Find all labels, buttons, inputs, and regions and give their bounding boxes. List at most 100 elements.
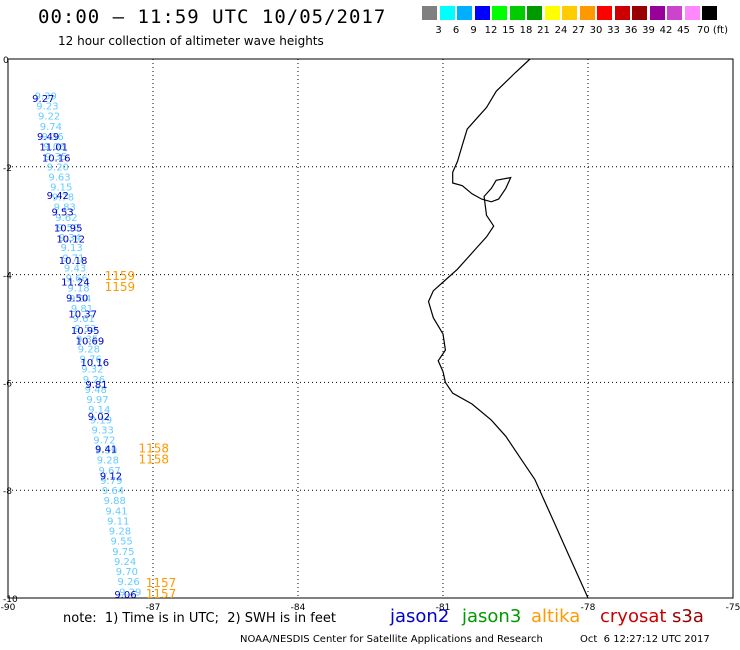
- track-label-light: 9.39: [35, 91, 57, 102]
- legend-label: 3: [435, 25, 442, 36]
- legend-label: 30: [589, 25, 603, 36]
- legend-label: 18: [519, 25, 533, 36]
- map-subtitle: 12 hour collection of altimeter wave hei…: [58, 34, 324, 48]
- track-label-altika: 1157: [146, 576, 177, 590]
- legend-label: 21: [537, 25, 550, 36]
- track-label-light: 9.23: [36, 102, 58, 113]
- y-tick-label: -10: [3, 595, 18, 605]
- legend-label: 36: [624, 25, 638, 36]
- credit-text: NOAA/NESDIS Center for Satellite Applica…: [240, 634, 543, 645]
- track-label-jason2: 10.95: [71, 326, 100, 337]
- legend-swatch: [422, 6, 437, 20]
- x-tick-label: -75: [726, 603, 740, 613]
- track-label-light: 9.88: [104, 496, 126, 507]
- track-label-light: 9.29: [119, 587, 141, 598]
- y-tick-label: -2: [3, 164, 12, 174]
- track-label-jason2: 10.16: [81, 358, 110, 369]
- track-label-light: 9.61: [73, 314, 95, 325]
- sat-label-jason3: jason3: [462, 606, 522, 627]
- legend-swatch: [579, 6, 595, 20]
- track-label-light: 9.35: [76, 334, 98, 345]
- legend-swatch: [702, 6, 717, 20]
- track-label-light: 9.76: [79, 355, 101, 366]
- legend-label: 33: [607, 25, 620, 36]
- track-label-light: 9.24: [114, 557, 136, 568]
- y-tick-label: -4: [3, 272, 12, 282]
- track-label-light: 9.34: [59, 233, 81, 244]
- legend-label: 12: [484, 25, 498, 36]
- legend-label: 15: [502, 25, 515, 36]
- track-label-jason2: 9.27: [32, 94, 54, 105]
- x-tick-label: -87: [146, 603, 161, 613]
- track-label-altika: 1157: [146, 587, 177, 601]
- track-label-jason2: 10.69: [76, 337, 105, 348]
- track-label-light: 9.70: [116, 567, 138, 578]
- track-label-light: 9.72: [93, 436, 115, 447]
- legend-label: 9: [470, 25, 477, 36]
- map-frame: [7, 58, 734, 599]
- x-tick-label: -81: [436, 603, 451, 613]
- footer-note: note: 1) Time is in UTC; 2) SWH is in fe…: [63, 611, 336, 626]
- track-label-altika: 1158: [139, 441, 170, 455]
- track-label-light: 9.97: [86, 395, 108, 406]
- track-label-light: 9.18: [67, 284, 89, 295]
- legend-swatch: [439, 6, 455, 20]
- legend-label: 39: [642, 25, 655, 36]
- track-label-jason2: 10.18: [59, 256, 88, 267]
- track-label-jason2: 9.06: [114, 590, 136, 601]
- track-label-jason2: 9.53: [52, 207, 74, 218]
- track-label-light: 9.20: [47, 162, 69, 173]
- timestamp-text: Oct 6 12:27:12 UTC 2017: [580, 634, 710, 645]
- legend-label: 24: [554, 25, 568, 36]
- coastline: [427, 58, 589, 599]
- legend-label: 45: [677, 25, 690, 36]
- track-label-altika: 1158: [139, 452, 170, 466]
- track-label-altika: 1159: [105, 269, 136, 283]
- track-label-light: 9.64: [102, 486, 124, 497]
- track-label-light: 9.14: [88, 405, 110, 416]
- track-label-light: 9.62: [55, 213, 77, 224]
- sat-label-altika: altika: [531, 606, 581, 627]
- track-label-jason2: 9.42: [47, 191, 69, 202]
- track-label-light: 9.71: [62, 253, 84, 264]
- track-label-light: 9.78: [52, 193, 74, 204]
- track-label-light: 9.19: [90, 415, 112, 426]
- track-label-jason2: 10.16: [42, 153, 71, 164]
- track-label-light: 9.15: [50, 183, 72, 194]
- sat-label-s3a: s3a: [672, 606, 704, 627]
- track-label-light: 9.35: [45, 152, 67, 163]
- legend-label: 27: [572, 25, 585, 36]
- y-tick-label: 0: [3, 56, 9, 66]
- track-label-light: 9.36: [41, 132, 63, 143]
- track-label-light: 9.13: [60, 243, 82, 254]
- track-label-light: 9.11: [107, 516, 129, 527]
- track-label-jason2: 9.02: [88, 412, 110, 423]
- track-label-jason2: 10.95: [54, 223, 83, 234]
- track-label-light: 9.43: [64, 263, 86, 274]
- track-label-jason2: 11.01: [39, 143, 68, 154]
- track-label-light: 9.50: [57, 223, 79, 234]
- track-label-light: 9.59: [95, 446, 117, 457]
- track-label-jason2: 10.12: [56, 234, 85, 245]
- track-label-light: 9.83: [54, 203, 76, 214]
- track-label-light: 9.75: [112, 547, 134, 558]
- legend-swatch: [544, 6, 560, 20]
- track-label-jason2: 11.24: [61, 277, 90, 288]
- track-label-light: 9.33: [92, 425, 114, 436]
- map-title: 00:00 – 11:59 UTC 10/05/2017: [38, 6, 387, 28]
- track-label-light: 9.04: [69, 294, 91, 305]
- legend-swatch: [492, 6, 507, 20]
- track-label-light: 9.41: [105, 506, 127, 517]
- legend-swatch: [614, 6, 630, 20]
- track-label-light: 9.81: [71, 304, 93, 315]
- legend-swatch: [457, 6, 472, 20]
- track-label-light: 9.53: [74, 324, 96, 335]
- track-label-light: 9.26: [83, 375, 105, 386]
- track-label-light: 9.67: [98, 466, 120, 477]
- track-label-jason2: 9.12: [100, 471, 122, 482]
- legend-swatch: [509, 6, 525, 20]
- track-label-altika: 1159: [105, 280, 136, 294]
- legend-label: 6: [452, 25, 460, 36]
- legend-swatch: [649, 6, 665, 20]
